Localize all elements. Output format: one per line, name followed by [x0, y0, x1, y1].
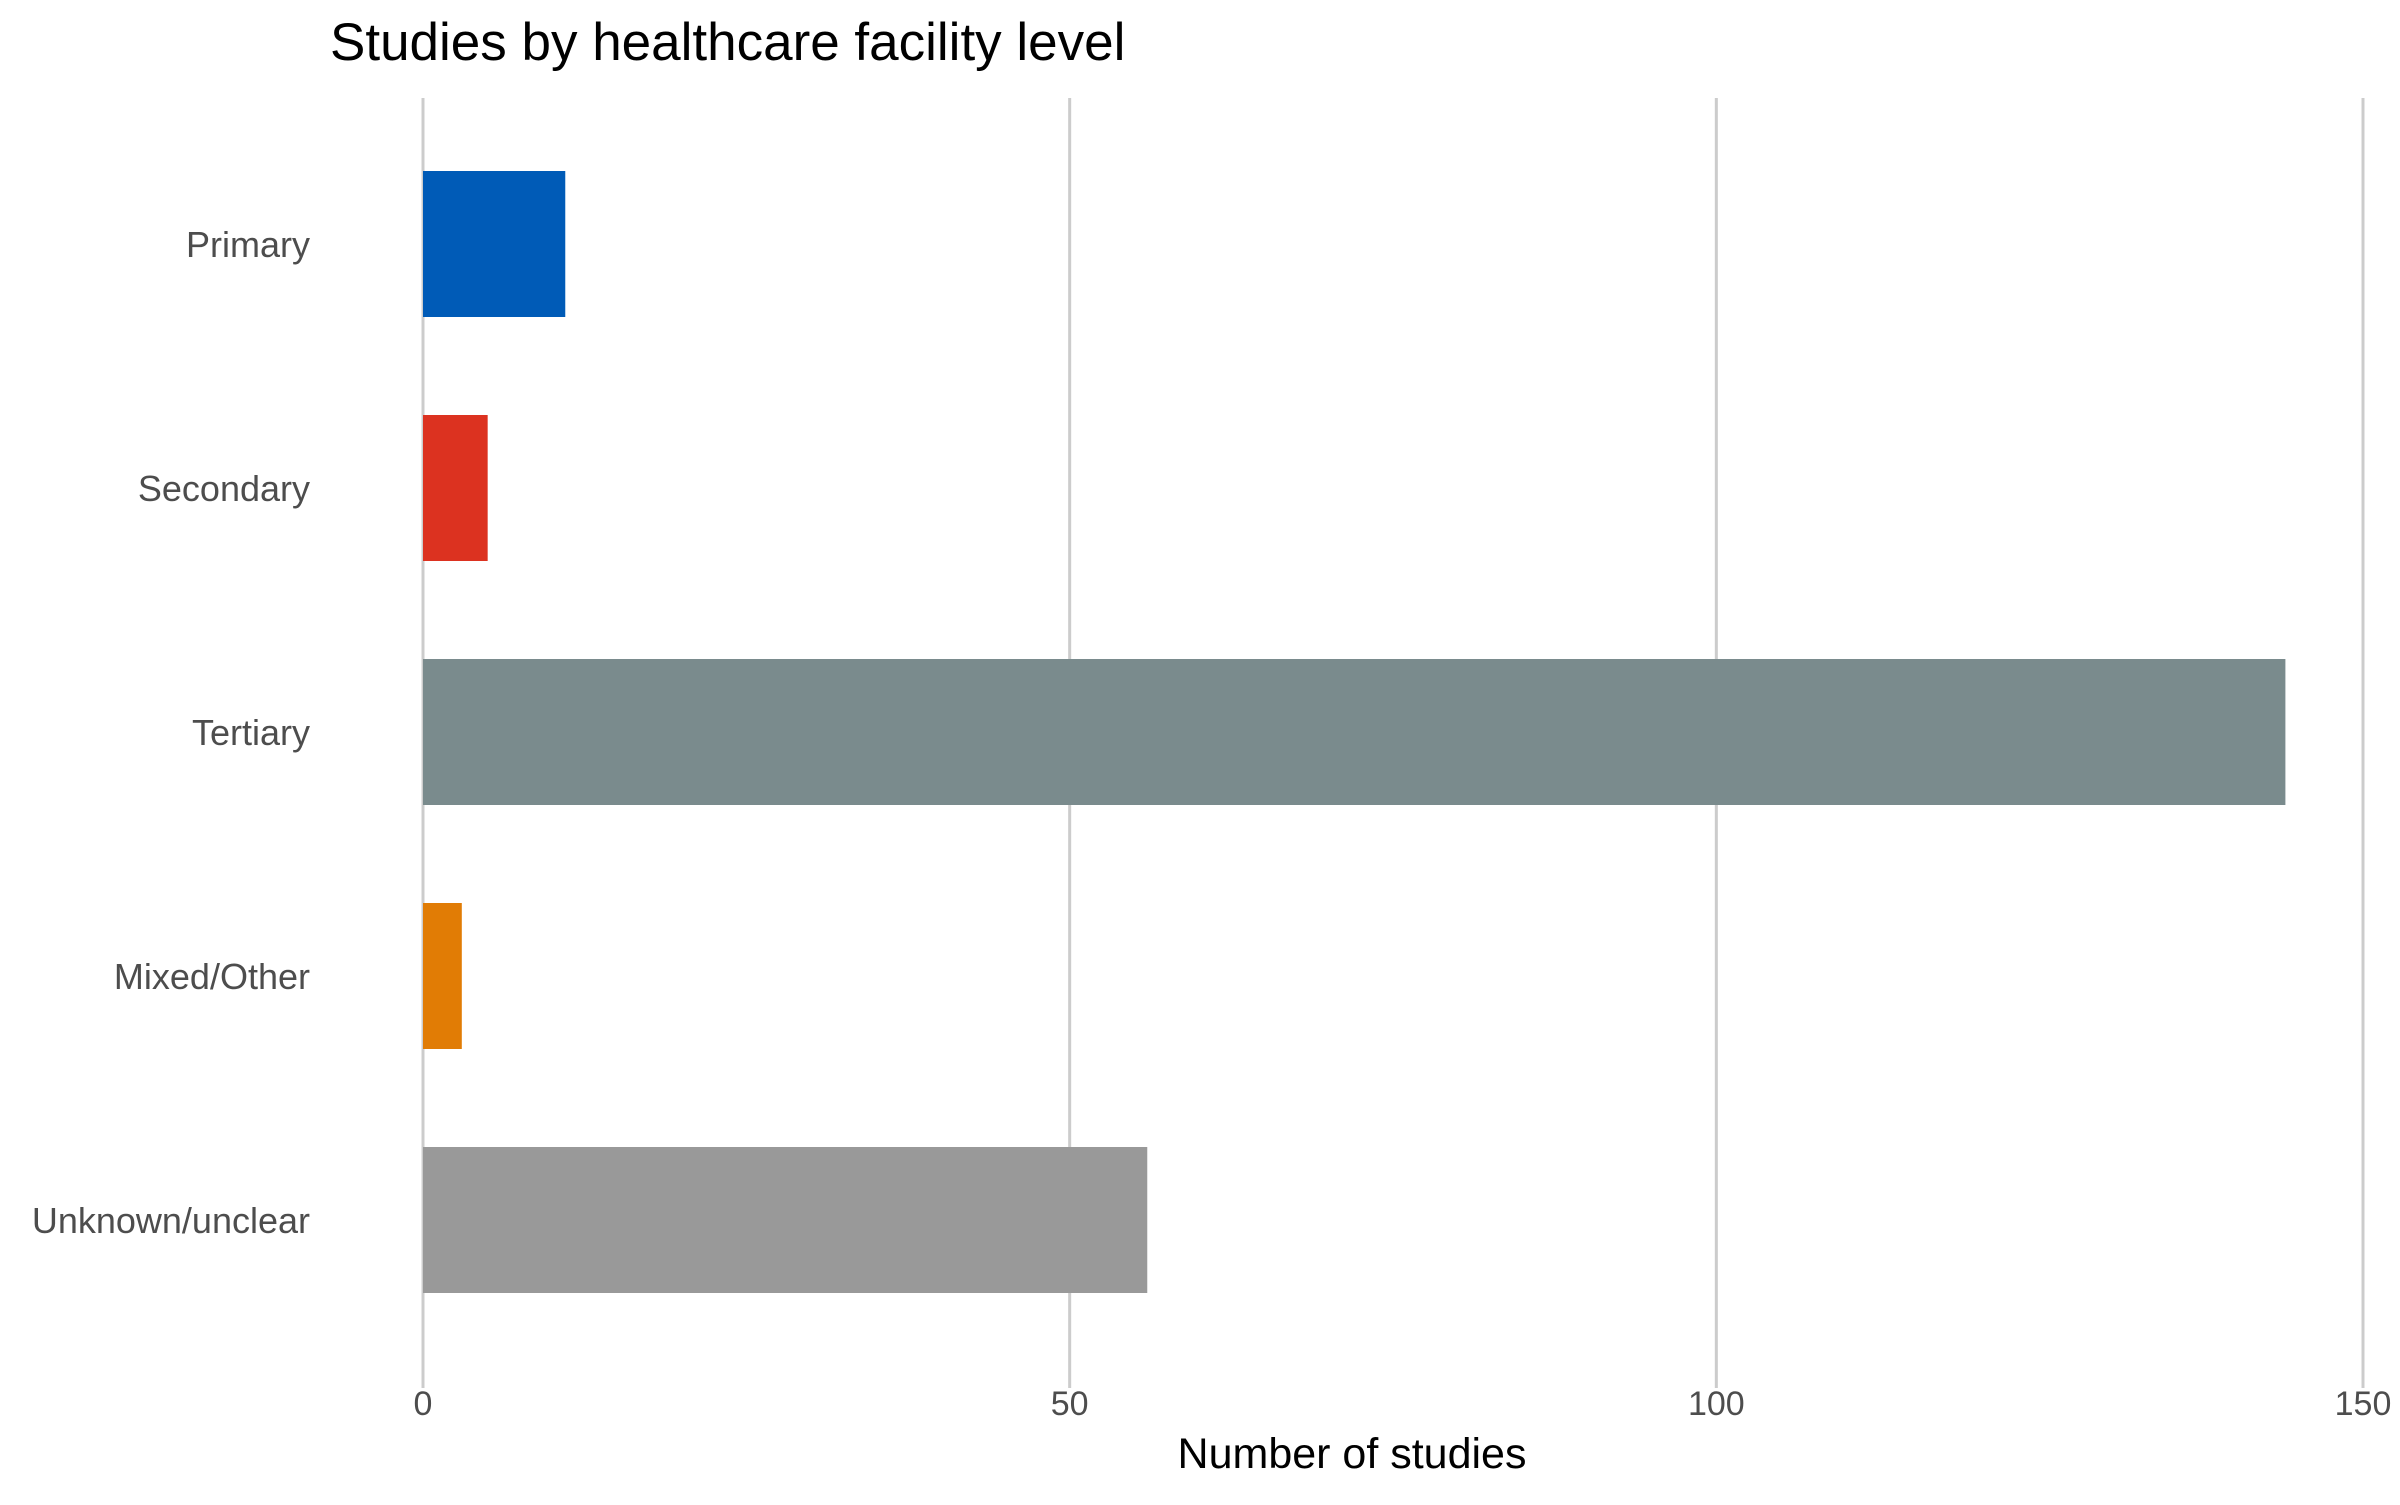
x-tick-label: 150: [2335, 1385, 2392, 1423]
category-label: Secondary: [138, 468, 310, 509]
category-label: Mixed/Other: [114, 956, 310, 997]
x-tick-label: 0: [414, 1385, 433, 1423]
x-tick-label: 100: [1688, 1385, 1745, 1423]
bar-primary: [423, 171, 566, 317]
chart-title: Studies by healthcare facility level: [330, 13, 1125, 72]
bar-tertiary: [423, 659, 2286, 805]
category-label: Unknown/unclear: [32, 1200, 310, 1241]
bar-secondary: [423, 415, 488, 561]
bar-unknown-unclear: [423, 1147, 1148, 1293]
category-labels: Primary Secondary Tertiary Mixed/Other Unkno…: [32, 224, 310, 1241]
x-tick-labels: 0 50 100 150: [414, 1385, 2392, 1423]
x-axis-title: Number of studies: [1178, 1430, 1527, 1478]
category-label: Primary: [186, 224, 310, 265]
category-label: Tertiary: [192, 712, 310, 753]
x-tick-label: 50: [1051, 1385, 1089, 1423]
bars: [423, 171, 2286, 1293]
bar-mixed-other: [423, 903, 462, 1049]
